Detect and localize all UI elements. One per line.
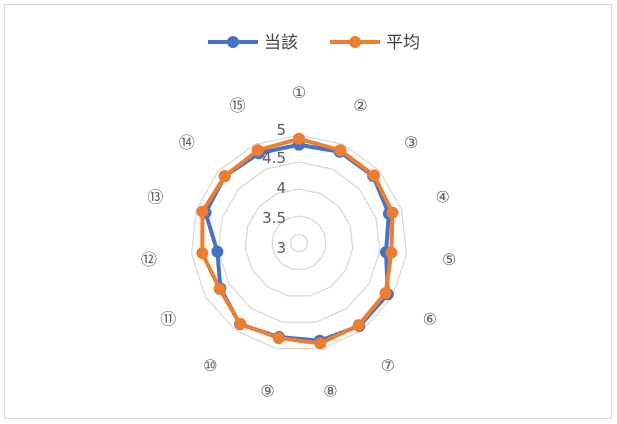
tick-label: 3.5 bbox=[262, 209, 286, 227]
series-2-point bbox=[251, 144, 264, 157]
category-label: ⑭ bbox=[179, 133, 195, 152]
grid-ring bbox=[289, 233, 309, 253]
series-2-point bbox=[314, 337, 327, 350]
legend-swatch-marker bbox=[227, 36, 239, 48]
grid-ring bbox=[244, 188, 354, 297]
grid-ring bbox=[271, 215, 327, 271]
grid-ring bbox=[217, 161, 381, 323]
category-label: ⑬ bbox=[147, 187, 163, 206]
series-line-2 bbox=[200, 136, 395, 346]
legend-swatch-marker bbox=[349, 36, 361, 48]
series-2-point bbox=[379, 286, 392, 299]
category-label: ⑩ bbox=[203, 356, 217, 375]
category-label: ③ bbox=[404, 133, 418, 152]
category-label: ⑦ bbox=[381, 356, 395, 375]
series-2-point bbox=[196, 247, 209, 260]
category-label: ⑤ bbox=[442, 250, 456, 269]
category-label: ⑫ bbox=[141, 250, 157, 269]
tick-label: 5 bbox=[276, 121, 286, 139]
tick-labels: 3 3.5 4 4.5 5 bbox=[262, 121, 286, 257]
series-2-point bbox=[368, 169, 381, 182]
tick-label: 4.5 bbox=[262, 149, 286, 167]
series-2-point bbox=[213, 282, 226, 295]
series-layer bbox=[196, 132, 399, 350]
grid-lines bbox=[190, 134, 408, 350]
series-2-point bbox=[196, 205, 209, 218]
category-label: ⑪ bbox=[160, 310, 176, 329]
category-label: ② bbox=[353, 96, 367, 115]
series-2-point bbox=[234, 317, 247, 330]
category-label: ⑥ bbox=[423, 310, 437, 329]
series-2-point bbox=[386, 206, 399, 219]
series-2-point bbox=[385, 246, 398, 259]
tick-label: 4 bbox=[276, 179, 286, 197]
grid-ring bbox=[190, 134, 408, 350]
tick-label: 3 bbox=[276, 239, 286, 257]
series-1-point bbox=[211, 245, 224, 258]
series-2-point bbox=[218, 170, 231, 183]
legend-label: 平均 bbox=[386, 33, 420, 53]
series-2-point bbox=[334, 144, 347, 157]
chart-frame bbox=[4, 4, 612, 419]
legend: 当該 平均 bbox=[208, 33, 420, 53]
series-2-point bbox=[293, 132, 305, 145]
series-2-point bbox=[352, 319, 365, 332]
category-label: ① bbox=[292, 83, 306, 102]
category-label: ⑨ bbox=[260, 382, 274, 401]
category-label: ⑮ bbox=[230, 96, 246, 115]
category-labels: ① ② ③ ④ ⑤ ⑥ ⑦ ⑧ ⑨ ⑩ ⑪ ⑫ ⑬ ⑭ ⑮ bbox=[141, 83, 457, 401]
category-label: ④ bbox=[435, 187, 449, 206]
series-2-point bbox=[272, 332, 285, 345]
category-label: ⑧ bbox=[323, 382, 337, 401]
legend-label: 当該 bbox=[264, 33, 298, 53]
